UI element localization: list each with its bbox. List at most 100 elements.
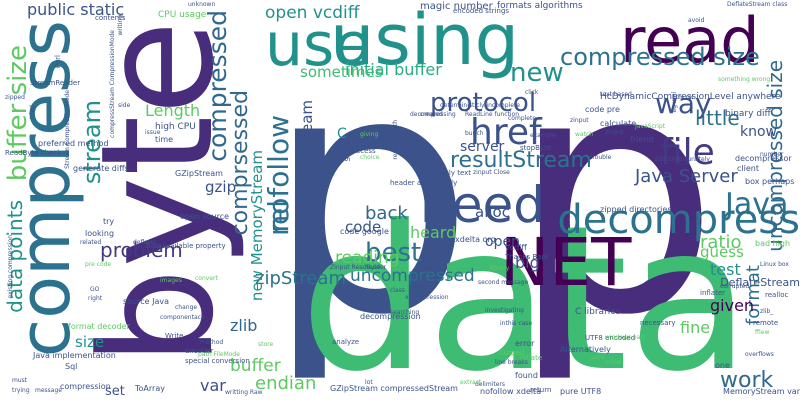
cloud-word: zipStream — [255, 268, 347, 289]
cloud-word: line breaks — [495, 359, 528, 366]
cloud-word: realloc — [765, 291, 789, 299]
cloud-word: compressStream CompressionMode — [109, 30, 116, 138]
cloud-word: CPU usage — [158, 10, 207, 20]
cloud-word: example — [530, 132, 556, 139]
cloud-word: convert — [195, 275, 218, 282]
cloud-word: work — [720, 368, 774, 393]
cloud-word: zinput — [605, 129, 624, 136]
cloud-word: used — [590, 354, 605, 361]
cloud-word: fine — [680, 318, 711, 337]
cloud-word: corrupted — [720, 283, 750, 290]
cloud-word: overflows — [745, 351, 774, 358]
cloud-word: UTF8 encoded — [585, 334, 636, 342]
cloud-word: decompress — [557, 197, 800, 243]
cloud-word: existing compression — [7, 235, 14, 299]
cloud-word: var — [200, 376, 226, 395]
cloud-word: using — [330, 0, 520, 81]
cloud-word: Alternatively — [560, 345, 611, 354]
cloud-word: found — [515, 371, 538, 380]
cloud-word: decompressor — [735, 154, 792, 163]
cloud-word: xdelta org — [455, 235, 496, 244]
cloud-word: set — [105, 384, 125, 399]
cloud-word: necessary — [640, 319, 676, 327]
cloud-word: trying — [12, 387, 30, 394]
cloud-word: created — [420, 111, 443, 118]
cloud-word: code — [345, 218, 382, 236]
cloud-word: code google — [340, 227, 389, 236]
cloud-word: giving — [360, 131, 379, 138]
cloud-word: lot — [365, 379, 373, 386]
cloud-word: FileAccess — [340, 147, 376, 155]
cloud-word: special conversion — [185, 357, 250, 365]
cloud-word: issue — [145, 129, 161, 136]
cloud-word: p — [265, 3, 475, 387]
cloud-word: side — [118, 102, 131, 109]
cloud-word: error — [515, 339, 535, 348]
cloud-word: binary diff — [725, 109, 771, 119]
cloud-word: store — [258, 341, 274, 348]
cloud-word: bad high — [755, 239, 791, 248]
cloud-word: data — [300, 183, 751, 400]
cloud-word: client — [737, 164, 759, 173]
cloud-word: inflater — [700, 289, 726, 297]
cloud-word: zlib_ — [760, 308, 774, 315]
cloud-word: deflater — [133, 239, 157, 246]
cloud-word: change — [175, 304, 198, 311]
cloud-word: watch — [575, 131, 594, 138]
cloud-word: message — [35, 387, 62, 394]
cloud-word: compression — [60, 382, 111, 391]
cloud-word: componentace — [160, 314, 205, 321]
cloud-word: JavaScript — [635, 123, 666, 130]
cloud-word: test — [710, 260, 741, 279]
cloud-word: time — [155, 135, 174, 144]
cloud-word: DeflateStream — [720, 276, 800, 289]
cloud-word: preferred method — [38, 139, 109, 148]
cloud-word: ToArray — [135, 384, 165, 393]
cloud-word: method — [200, 339, 224, 346]
cloud-word: alloc — [475, 203, 510, 221]
cloud-word: decompressing — [410, 111, 456, 118]
cloud-word: GZipStream compressedStream — [330, 384, 458, 393]
cloud-word: Solaris — [344, 138, 352, 162]
cloud-word: know — [740, 124, 777, 140]
cloud-word: magic number — [420, 1, 493, 12]
cloud-word: related — [80, 239, 102, 246]
cloud-word: ReadLine function — [465, 111, 519, 118]
cloud-word: header — [365, 264, 387, 271]
cloud-word: contents — [95, 14, 126, 22]
cloud-word: read — [620, 4, 760, 77]
cloud-word: formats algorithms — [497, 1, 583, 11]
cloud-word: one — [715, 361, 730, 370]
cloud-word: code pre — [585, 105, 620, 114]
cloud-word: ffiew — [755, 329, 770, 336]
cloud-word: ZInput ReadByte — [330, 264, 381, 271]
cloud-word: GO — [90, 286, 100, 293]
cloud-word: open vcdiff — [265, 3, 360, 23]
cloud-word: DeflateStream class — [727, 1, 788, 8]
cloud-word: inthis case — [500, 320, 533, 327]
cloud-word: GZipStream — [175, 169, 223, 178]
cloud-word: heard — [410, 223, 457, 242]
cloud-word: endian — [255, 373, 317, 394]
cloud-word: given — [710, 296, 755, 315]
cloud-word: best — [365, 238, 422, 268]
cloud-word: Java implementation — [33, 351, 116, 360]
cloud-word: investigating — [485, 307, 524, 314]
cloud-word: StreamReader — [30, 79, 81, 87]
cloud-word: open source — [180, 212, 230, 221]
cloud-word: delimiters — [475, 381, 505, 388]
cloud-word: vcdiff — [505, 243, 527, 252]
cloud-word: href — [470, 112, 542, 153]
cloud-word: Stream CompressionMode — [64, 90, 71, 169]
cloud-word: ZInputStream — [298, 100, 316, 204]
cloud-word: little — [695, 106, 740, 130]
cloud-word: compressed size — [560, 43, 760, 71]
cloud-word: zlib — [230, 316, 258, 335]
cloud-word: extract — [460, 379, 482, 386]
cloud-word: second message — [478, 279, 529, 286]
cloud-word: zinput Close — [473, 169, 510, 176]
cloud-word: try — [103, 217, 115, 226]
cloud-word: new — [510, 58, 564, 88]
cloud-word: writing — [117, 15, 124, 36]
cloud-word: pre code — [85, 261, 112, 268]
